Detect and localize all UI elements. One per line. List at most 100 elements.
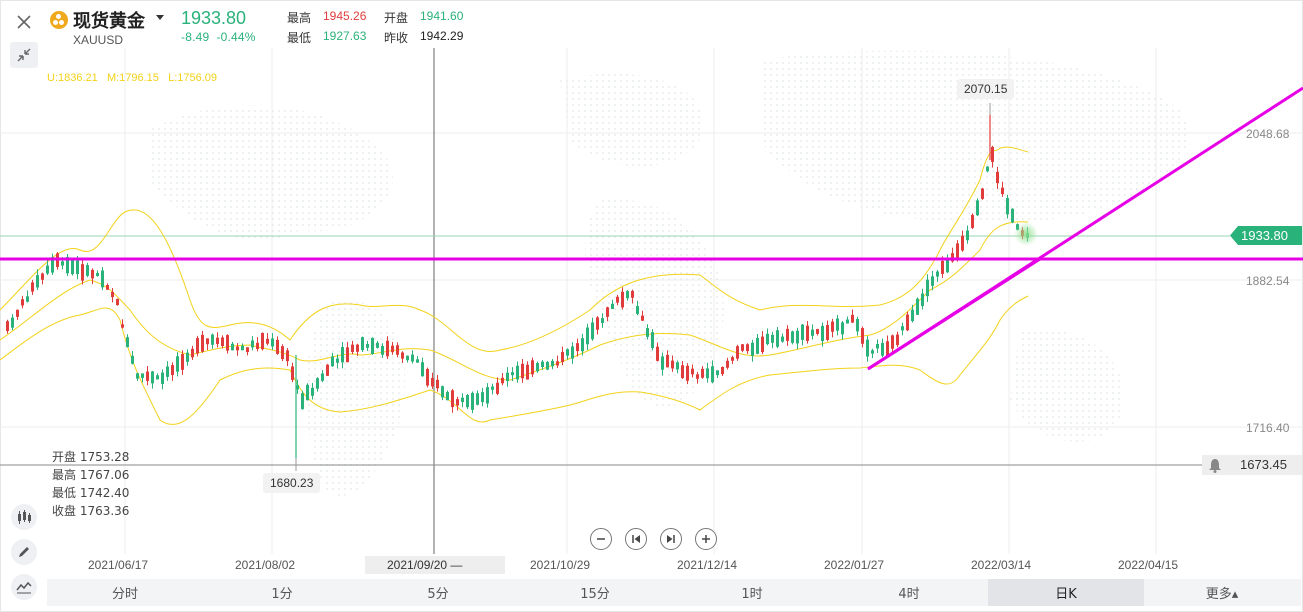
candle-body — [376, 342, 379, 348]
close-button[interactable] — [10, 8, 38, 36]
candle-body — [221, 337, 224, 347]
alert-price-tag[interactable]: 1673.45 — [1202, 455, 1302, 475]
zoom-in-button[interactable] — [695, 528, 717, 550]
candle-body — [106, 285, 109, 290]
candle-body — [576, 343, 579, 352]
ohlc-high: 最高 1767.06 — [52, 468, 130, 482]
ohlc-open: 开盘 1753.28 — [52, 450, 130, 464]
candle-body — [536, 363, 539, 372]
candle-body — [161, 372, 164, 384]
tab-timeshare[interactable]: 分时 — [111, 587, 138, 602]
candle-body — [846, 319, 849, 324]
candle-body — [91, 269, 94, 279]
symbol-dropdown-icon[interactable] — [156, 15, 164, 20]
symbol-name[interactable]: 现货黄金 — [73, 11, 145, 32]
candle-body — [261, 332, 264, 350]
boll-middle-value: M:1796.15 — [106, 72, 159, 84]
candlestick-chart[interactable] — [0, 48, 1303, 554]
candle-body — [716, 370, 719, 376]
candle-body — [296, 385, 299, 390]
bell-icon — [1209, 459, 1221, 473]
boll-middle — [0, 221, 1029, 381]
candle-body — [591, 322, 594, 340]
high-label: 最高 — [287, 11, 312, 25]
tab-4hour[interactable]: 4时 — [898, 587, 920, 602]
candle-body — [791, 331, 794, 343]
pencil-icon — [19, 547, 29, 557]
candle-body — [526, 364, 529, 380]
date-label-5: 2022/01/27 — [824, 558, 885, 572]
candle-body — [286, 350, 289, 362]
candle-body — [31, 282, 34, 292]
candle-body — [941, 260, 944, 274]
indicator-button[interactable] — [11, 504, 37, 530]
zoom-out-button[interactable] — [590, 528, 612, 550]
candle-body — [336, 358, 339, 363]
candle-body — [556, 361, 559, 366]
candle-body — [276, 339, 279, 354]
candle-body — [546, 361, 549, 370]
tab-1hour[interactable]: 1时 — [741, 587, 763, 602]
date-label-3: 2021/10/29 — [530, 558, 591, 572]
candle-body — [181, 354, 184, 370]
candle-body — [781, 336, 784, 342]
candle-body — [451, 390, 454, 408]
candle-body — [496, 382, 499, 394]
last-price: 1933.80 — [181, 8, 247, 28]
tab-more[interactable]: 更多▴ — [1205, 587, 1239, 602]
tab-1min[interactable]: 1分 — [271, 587, 293, 602]
last-price-glow — [1014, 222, 1038, 246]
candle-body — [936, 271, 939, 277]
candle-body — [681, 365, 684, 379]
candle-body — [736, 346, 739, 359]
candle-body — [646, 328, 649, 337]
candle-body — [486, 387, 489, 404]
prev-close-value: 1942.29 — [420, 29, 464, 43]
candle-body — [756, 338, 759, 354]
draw-button[interactable] — [11, 539, 37, 565]
candle-body — [746, 344, 749, 352]
candle-body — [521, 363, 524, 379]
candle-body — [881, 342, 884, 356]
chart-type-button[interactable] — [11, 574, 37, 600]
tab-daily-k[interactable]: 日K — [988, 579, 1144, 606]
candle-body — [121, 324, 124, 328]
candle-body — [1006, 198, 1009, 215]
go-start-button[interactable] — [625, 528, 647, 550]
candle-body — [821, 325, 824, 341]
candle-body — [741, 344, 744, 351]
candle-body — [866, 339, 869, 357]
candle-body — [391, 345, 394, 353]
candle-body — [641, 315, 644, 321]
change-value: -8.49 — [181, 30, 210, 44]
candle-body — [951, 253, 954, 262]
collapse-button[interactable] — [10, 42, 38, 68]
candle-body — [566, 349, 569, 356]
candle-body — [231, 343, 234, 351]
go-end-button[interactable] — [660, 528, 682, 550]
candle-body — [76, 260, 79, 275]
ohlc-close: 收盘 1763.36 — [52, 504, 130, 518]
candle-body — [141, 373, 144, 378]
candle-body — [271, 338, 274, 347]
candle-body — [211, 334, 214, 345]
tab-15min[interactable]: 15分 — [580, 587, 610, 602]
candle-body — [561, 352, 564, 363]
candle-body — [891, 335, 894, 349]
open-value: 1941.60 — [420, 9, 464, 23]
candle-body — [456, 399, 459, 406]
candle-body — [876, 343, 879, 349]
candle-body — [651, 332, 654, 349]
candle-body — [411, 354, 414, 362]
candle-body — [191, 348, 194, 358]
candle-body — [491, 386, 494, 390]
candle-body — [816, 328, 819, 334]
change-percent: -0.44% — [216, 30, 256, 44]
candle-body — [201, 334, 204, 352]
candle-body — [751, 342, 754, 356]
date-axis: 2021/06/17 2021/08/02 2021/09/20 — 2021/… — [0, 556, 1303, 576]
candle-body — [861, 328, 864, 344]
tab-5min[interactable]: 5分 — [427, 587, 449, 602]
ohlc-info: 开盘 1753.28 最高 1767.06 最低 1742.40 收盘 1763… — [52, 448, 129, 520]
candle-body — [166, 366, 169, 377]
